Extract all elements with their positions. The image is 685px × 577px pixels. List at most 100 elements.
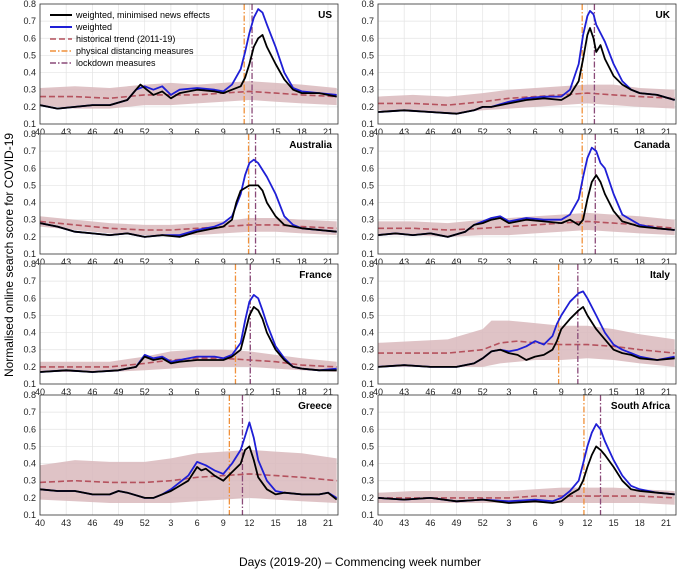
y-tick-label: 0.2 [361, 102, 374, 112]
y-tick-label: 0.5 [361, 180, 374, 190]
panel-greece: 0.10.20.30.40.50.60.70.840 43 46 49 52 3 6 9 12 1… [23, 390, 339, 528]
y-tick-label: 0.1 [23, 119, 36, 129]
x-tick-label: 40 [373, 127, 383, 137]
y-tick-label: 0.4 [23, 68, 36, 78]
x-tick-label: 9 [559, 127, 564, 137]
x-tick-label: 46 [425, 127, 435, 137]
legend-label: physical distancing measures [76, 46, 194, 56]
panel-us: 0.10.20.30.40.50.60.70.840 43 46 49 52 3 6 9 12 1… [23, 0, 339, 137]
x-tick-label: 3 [506, 387, 511, 397]
x-tick-label: 49 [114, 257, 124, 267]
panel-title: Canada [634, 140, 671, 151]
y-tick-label: 0.3 [361, 345, 374, 355]
y-tick-label: 0.8 [361, 259, 374, 269]
x-tick-label: 49 [114, 387, 124, 397]
x-tick-label: 3 [506, 518, 511, 528]
x-tick-label: 12 [244, 127, 254, 137]
plot-frame [39, 394, 339, 516]
plot-area [378, 134, 676, 254]
x-tick-label: 21 [323, 257, 333, 267]
x-tick-label: 40 [373, 257, 383, 267]
x-tick-label: 9 [559, 257, 564, 267]
x-tick-label: 18 [297, 257, 307, 267]
x-tick-label: 21 [661, 257, 671, 267]
series-historical-trend [378, 220, 675, 231]
y-tick-label: 0.6 [361, 424, 374, 434]
y-tick-label: 0.2 [361, 493, 374, 503]
x-tick-label: 6 [533, 387, 538, 397]
x-tick-label: 3 [168, 127, 173, 137]
y-tick-label: 0.6 [361, 163, 374, 173]
panel-title: France [299, 270, 332, 281]
x-tick-label: 49 [452, 127, 462, 137]
series-weighted-minimised-news [377, 27, 675, 115]
y-tick-label: 0.7 [23, 146, 36, 156]
x-tick-label: 15 [271, 387, 281, 397]
series-historical-trend [39, 473, 337, 484]
x-tick-label: 49 [452, 257, 462, 267]
x-tick-label: 43 [61, 387, 71, 397]
x-tick-label: 9 [221, 387, 226, 397]
series-weighted-minimised-news [39, 305, 337, 373]
x-tick-label: 18 [635, 518, 645, 528]
x-tick-label: 40 [35, 518, 45, 528]
y-tick-label: 0.1 [23, 379, 36, 389]
panel-south-africa: 0.10.20.30.40.50.60.70.840 43 46 49 52 3 6 9 12 1… [361, 390, 677, 528]
legend: weighted, minimised news effects weighted… [50, 10, 210, 68]
panel-title: Australia [289, 140, 332, 151]
x-tick-label: 21 [323, 127, 333, 137]
x-tick-label: 12 [582, 387, 592, 397]
x-tick-label: 46 [425, 387, 435, 397]
plot-frame [377, 394, 677, 516]
y-tick-label: 0.6 [361, 293, 374, 303]
panel-title: Greece [298, 401, 332, 412]
plot-frame [39, 3, 339, 125]
x-tick-label: 15 [271, 518, 281, 528]
y-tick-label: 0.3 [23, 345, 36, 355]
x-tick-label: 18 [635, 387, 645, 397]
series-historical-trend [40, 357, 337, 368]
y-tick-label: 0.2 [361, 362, 374, 372]
x-tick-label: 21 [661, 127, 671, 137]
x-tick-label: 40 [373, 518, 383, 528]
y-tick-label: 0.1 [23, 510, 36, 520]
y-tick-label: 0.3 [23, 85, 36, 95]
x-tick-label: 9 [221, 127, 226, 137]
y-tick-label: 0.5 [361, 310, 374, 320]
y-tick-label: 0.6 [361, 33, 374, 43]
x-tick-label: 6 [533, 257, 538, 267]
y-tick-label: 0.4 [361, 198, 374, 208]
series-weighted-minimised-news [377, 305, 675, 368]
x-tick-label: 3 [168, 518, 173, 528]
series-weighted-minimised-news [39, 34, 337, 110]
x-tick-label: 12 [582, 518, 592, 528]
x-tick-label: 43 [61, 257, 71, 267]
x-tick-label: 6 [533, 518, 538, 528]
x-tick-label: 18 [297, 518, 307, 528]
y-tick-label: 0.7 [361, 276, 374, 286]
x-tick-label: 18 [297, 387, 307, 397]
plot-area [40, 134, 338, 254]
x-tick-label: 46 [87, 257, 97, 267]
y-tick-label: 0.3 [361, 215, 374, 225]
panel-title: South Africa [611, 401, 671, 412]
y-tick-label: 0.8 [23, 0, 36, 9]
y-tick-label: 0.5 [361, 50, 374, 60]
y-tick-label: 0.4 [361, 459, 374, 469]
series-weighted-minimised-news [377, 174, 675, 238]
panel-italy: 0.10.20.30.40.50.60.70.840 43 46 49 52 3 6 9 12 1… [361, 259, 677, 397]
y-tick-label: 0.8 [361, 390, 374, 400]
y-tick-label: 0.1 [361, 379, 374, 389]
panel-title: Italy [650, 270, 670, 281]
x-tick-label: 40 [35, 387, 45, 397]
x-tick-label: 6 [533, 127, 538, 137]
x-tick-label: 43 [61, 518, 71, 528]
x-tick-label: 52 [140, 387, 150, 397]
y-tick-label: 0.1 [361, 119, 374, 129]
y-tick-label: 0.2 [23, 102, 36, 112]
x-tick-label: 52 [140, 257, 150, 267]
panel-australia: 0.10.20.30.40.50.60.70.840 43 46 49 52 3 6 9 12 1… [23, 129, 339, 267]
x-tick-label: 46 [87, 387, 97, 397]
y-tick-label: 0.2 [23, 362, 36, 372]
